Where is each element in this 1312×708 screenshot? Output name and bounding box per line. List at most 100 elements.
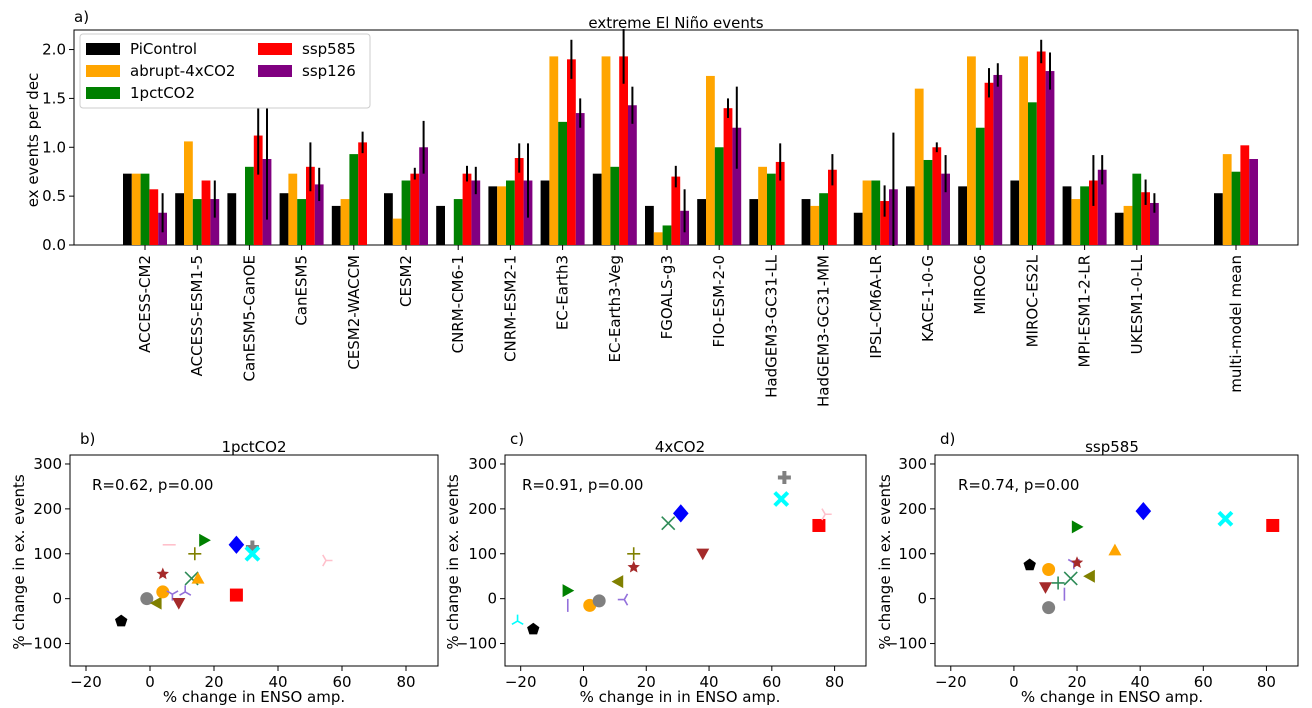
panel-a-xtick-label: UKESM1-0-LL <box>1128 254 1146 354</box>
bar-ssp126-CNRM-CM6-1 <box>471 180 481 245</box>
panel-a-xtick-label: CNRM-CM6-1 <box>449 255 467 353</box>
scatter-point-pentagon <box>115 614 128 627</box>
scatter-point-tri-right-thin <box>821 508 832 521</box>
scatter-xtick-label: 80 <box>825 673 844 691</box>
scatter-point-x-thick <box>244 545 261 562</box>
bar-PiControl-CNRM-ESM2-1 <box>488 186 498 245</box>
scatter-point-tri-left-thin <box>617 593 629 606</box>
panel-a-xtick-label: EC-Earth3 <box>554 255 572 330</box>
bar-ssp126-ACCESS-ESM1-5 <box>210 199 220 245</box>
panel-a-xtick-label: CESM2-WACCM <box>345 255 363 370</box>
scatter-frame <box>69 454 439 667</box>
scatter-xtick-label: −20 <box>70 673 102 691</box>
bar-1pctCO2-CanESM5 <box>297 199 306 245</box>
bar-PiControl-ACCESS-ESM1-5 <box>175 193 184 245</box>
bar-abrupt-4xCO2-EC-Earth3 <box>549 56 559 245</box>
legend-swatch-1pctCO2 <box>86 87 120 99</box>
bar-PiControl-IPSL-CM6A-LR <box>853 212 863 245</box>
bar-1pctCO2-FIO-ESM-2-0 <box>714 147 724 245</box>
scatter-points <box>511 470 832 635</box>
panel-a-legend: PiControl abrupt-4xCO2 1pctCO2 ssp585 ssp126 <box>79 33 371 109</box>
bar-ssp126-UKESM1-0-LL <box>1150 202 1159 245</box>
panel-a-ytick-label: 0.5 <box>42 187 66 205</box>
bar-ssp585-EC-Earth3 <box>567 59 576 246</box>
scatter-point-circle <box>1042 562 1056 576</box>
panel-a-xtick-label: ACCESS-ESM1-5 <box>188 255 206 376</box>
bar-ssp585-CNRM-CM6-1 <box>462 173 472 245</box>
scatter-ytick-label: −100 <box>456 635 497 653</box>
scatter-xtick-label: 40 <box>1131 673 1150 691</box>
scatter-point-square <box>1266 518 1280 532</box>
panel-c-xlabel: % change in in ENSO amp. <box>580 688 781 706</box>
bar-PiControl-CanESM5-CanOE <box>227 193 237 245</box>
scatter-ytick-label: 0 <box>52 590 62 608</box>
bar-abrupt-4xCO2-multi-model mean <box>1222 154 1232 245</box>
bar-PiControl-FIO-ESM-2-0 <box>697 199 706 245</box>
bar-PiControl-ACCESS-CM2 <box>123 173 132 245</box>
bar-ssp126-MPI-ESM1-2-LR <box>1097 169 1107 245</box>
panel-c-label: c) <box>510 430 524 448</box>
bar-1pctCO2-ACCESS-CM2 <box>140 173 150 245</box>
bar-ssp126-MIROC6 <box>993 74 1003 245</box>
panel-a-label: a) <box>74 8 89 26</box>
bar-abrupt-4xCO2-MPI-ESM1-2-LR <box>1071 199 1081 245</box>
scatter-ytick-label: 200 <box>898 500 927 518</box>
scatter-point-tri-right-thin <box>322 554 333 567</box>
scatter-point-plus-thick <box>777 470 791 484</box>
bar-abrupt-4xCO2-ACCESS-CM2 <box>131 173 141 245</box>
legend-swatch-ssp585 <box>258 43 292 55</box>
bar-PiControl-MPI-ESM1-2-LR <box>1062 186 1072 245</box>
bar-ssp585-ACCESS-ESM1-5 <box>201 180 211 245</box>
panel-a-ytick-label: 1.0 <box>42 138 66 156</box>
panel-a-x-tick-labels: ACCESS-CM2 ACCESS-ESM1-5 CanESM5-CanOE CanE… <box>136 245 1245 407</box>
bar-PiControl-HadGEM3-GC31-MM <box>801 199 811 245</box>
bar-PiControl-CESM2 <box>384 193 393 245</box>
scatter-point-tri-down <box>166 590 179 601</box>
scatter-point-circle <box>1042 601 1056 615</box>
panel-a-xtick-label: multi-model mean <box>1227 255 1245 393</box>
scatter-panel-d: d) ssp585 R=0.74, p=0.00 % change in ENS… <box>876 430 1299 706</box>
bar-ssp585-CanESM5 <box>306 166 315 245</box>
scatter-point-plus <box>1051 576 1065 590</box>
scatter-point-x <box>661 516 676 531</box>
bar-abrupt-4xCO2-CanESM5 <box>288 173 298 245</box>
legend-swatch-abrupt-4xCO2 <box>86 65 120 77</box>
bar-PiControl-HadGEM3-GC31-LL <box>749 199 759 245</box>
scatter-ytick-label: 200 <box>33 500 62 518</box>
bar-1pctCO2-IPSL-CM6A-LR <box>871 180 881 245</box>
scatter-point-tri-down-filled <box>696 548 710 561</box>
panel-a-xtick-label: MIROC6 <box>971 255 989 315</box>
scatter-point-circle <box>156 585 170 599</box>
panel-c-annotation: R=0.91, p=0.00 <box>522 476 643 494</box>
panel-a-ytick-label: 0.0 <box>42 236 66 254</box>
panel-a-ylabel: ex events per dec <box>24 73 42 208</box>
bar-1pctCO2-multi-model mean <box>1231 171 1241 245</box>
scatter-point-tri-up-thin <box>511 614 524 626</box>
bar-ssp126-KACE-1-0-G <box>941 173 950 245</box>
bar-PiControl-multi-model mean <box>1214 193 1223 245</box>
bar-PiControl-MIROC-ES2L <box>1010 180 1020 245</box>
scatter-ytick-label: 0 <box>487 590 497 608</box>
scatter-point-tri-left <box>611 575 624 589</box>
panel-b-title: 1pctCO2 <box>221 438 286 456</box>
scatter-xtick-label: −20 <box>505 673 537 691</box>
bar-PiControl-EC-Earth3-Veg <box>592 173 602 245</box>
bar-abrupt-4xCO2-ACCESS-ESM1-5 <box>184 141 193 245</box>
bar-1pctCO2-ACCESS-ESM1-5 <box>192 199 202 245</box>
scatter-xtick-label: 40 <box>699 673 718 691</box>
panel-a-xtick-label: EC-Earth3-Veg <box>606 255 624 363</box>
scatter-point-star <box>627 560 640 573</box>
scatter-point-pentagon <box>527 622 540 635</box>
bar-abrupt-4xCO2-IPSL-CM6A-LR <box>862 180 872 245</box>
bar-abrupt-4xCO2-CNRM-ESM2-1 <box>497 186 506 245</box>
bar-abrupt-4xCO2-EC-Earth3-Veg <box>601 56 611 245</box>
bar-abrupt-4xCO2-UKESM1-0-LL <box>1123 205 1133 245</box>
scatter-xtick-label: 80 <box>396 673 415 691</box>
scatter-point-star <box>156 567 169 580</box>
scatter-point-x <box>1063 571 1078 586</box>
bar-ssp126-CanESM5 <box>314 184 324 245</box>
bar-ssp585-MPI-ESM1-2-LR <box>1089 180 1098 245</box>
scatter-ytick-label: 100 <box>468 545 497 563</box>
bar-PiControl-EC-Earth3 <box>540 180 550 245</box>
scatter-xtick-label: 0 <box>145 673 155 691</box>
